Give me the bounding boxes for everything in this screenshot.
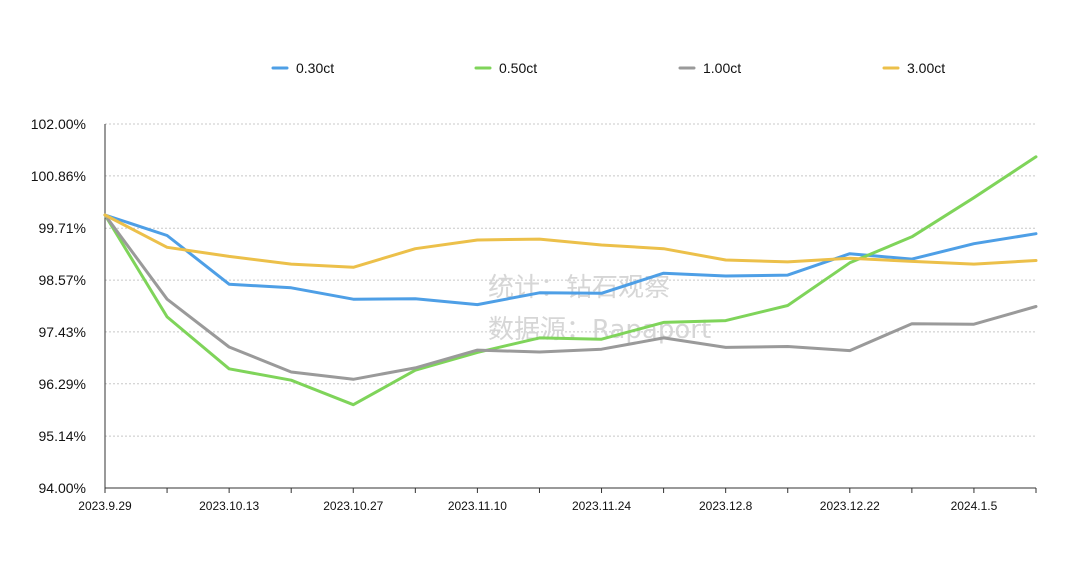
series-line-0.50ct bbox=[103, 155, 1038, 407]
y-tick-label: 94.00% bbox=[39, 480, 86, 496]
series-line-0.30ct bbox=[103, 213, 1038, 307]
legend-label: 3.00ct bbox=[907, 60, 945, 76]
legend-item: 0.50ct bbox=[474, 60, 537, 76]
legend-item: 1.00ct bbox=[678, 60, 741, 76]
axes: 102.00% 100.86% 99.71% 98.57% 97.43% 96.29% 95… bbox=[31, 116, 1037, 513]
grid-lines bbox=[105, 123, 1036, 437]
x-tick-label: 2024.1.5 bbox=[951, 499, 998, 513]
y-tick-label: 98.57% bbox=[39, 272, 86, 288]
legend: 0.30ct 0.50ct 1.00ct 3.00ct bbox=[271, 60, 945, 76]
x-tick-label: 2023.12.22 bbox=[820, 499, 880, 513]
series-lines bbox=[103, 155, 1038, 407]
series-line-1.00ct bbox=[103, 213, 1038, 381]
x-tick-label: 2023.10.27 bbox=[323, 499, 383, 513]
x-tick-label: 2023.9.29 bbox=[78, 499, 132, 513]
series-line-3.00ct bbox=[103, 213, 1038, 269]
legend-label: 0.50ct bbox=[499, 60, 537, 76]
x-tick-label: 2023.11.10 bbox=[448, 499, 507, 513]
y-tick-label: 97.43% bbox=[39, 324, 86, 340]
y-tick-label: 95.14% bbox=[39, 428, 86, 444]
x-tick-label: 2023.10.13 bbox=[199, 499, 259, 513]
legend-item: 3.00ct bbox=[882, 60, 945, 76]
y-tick-label: 99.71% bbox=[39, 220, 86, 236]
y-tick-label: 100.86% bbox=[31, 168, 86, 184]
x-tick-label: 2023.11.24 bbox=[572, 499, 631, 513]
legend-item: 0.30ct bbox=[271, 60, 334, 76]
legend-label: 0.30ct bbox=[296, 60, 334, 76]
y-tick-label: 102.00% bbox=[31, 116, 86, 132]
x-tick-label: 2023.12.8 bbox=[699, 499, 753, 513]
y-tick-label: 96.29% bbox=[39, 376, 86, 392]
legend-label: 1.00ct bbox=[703, 60, 741, 76]
